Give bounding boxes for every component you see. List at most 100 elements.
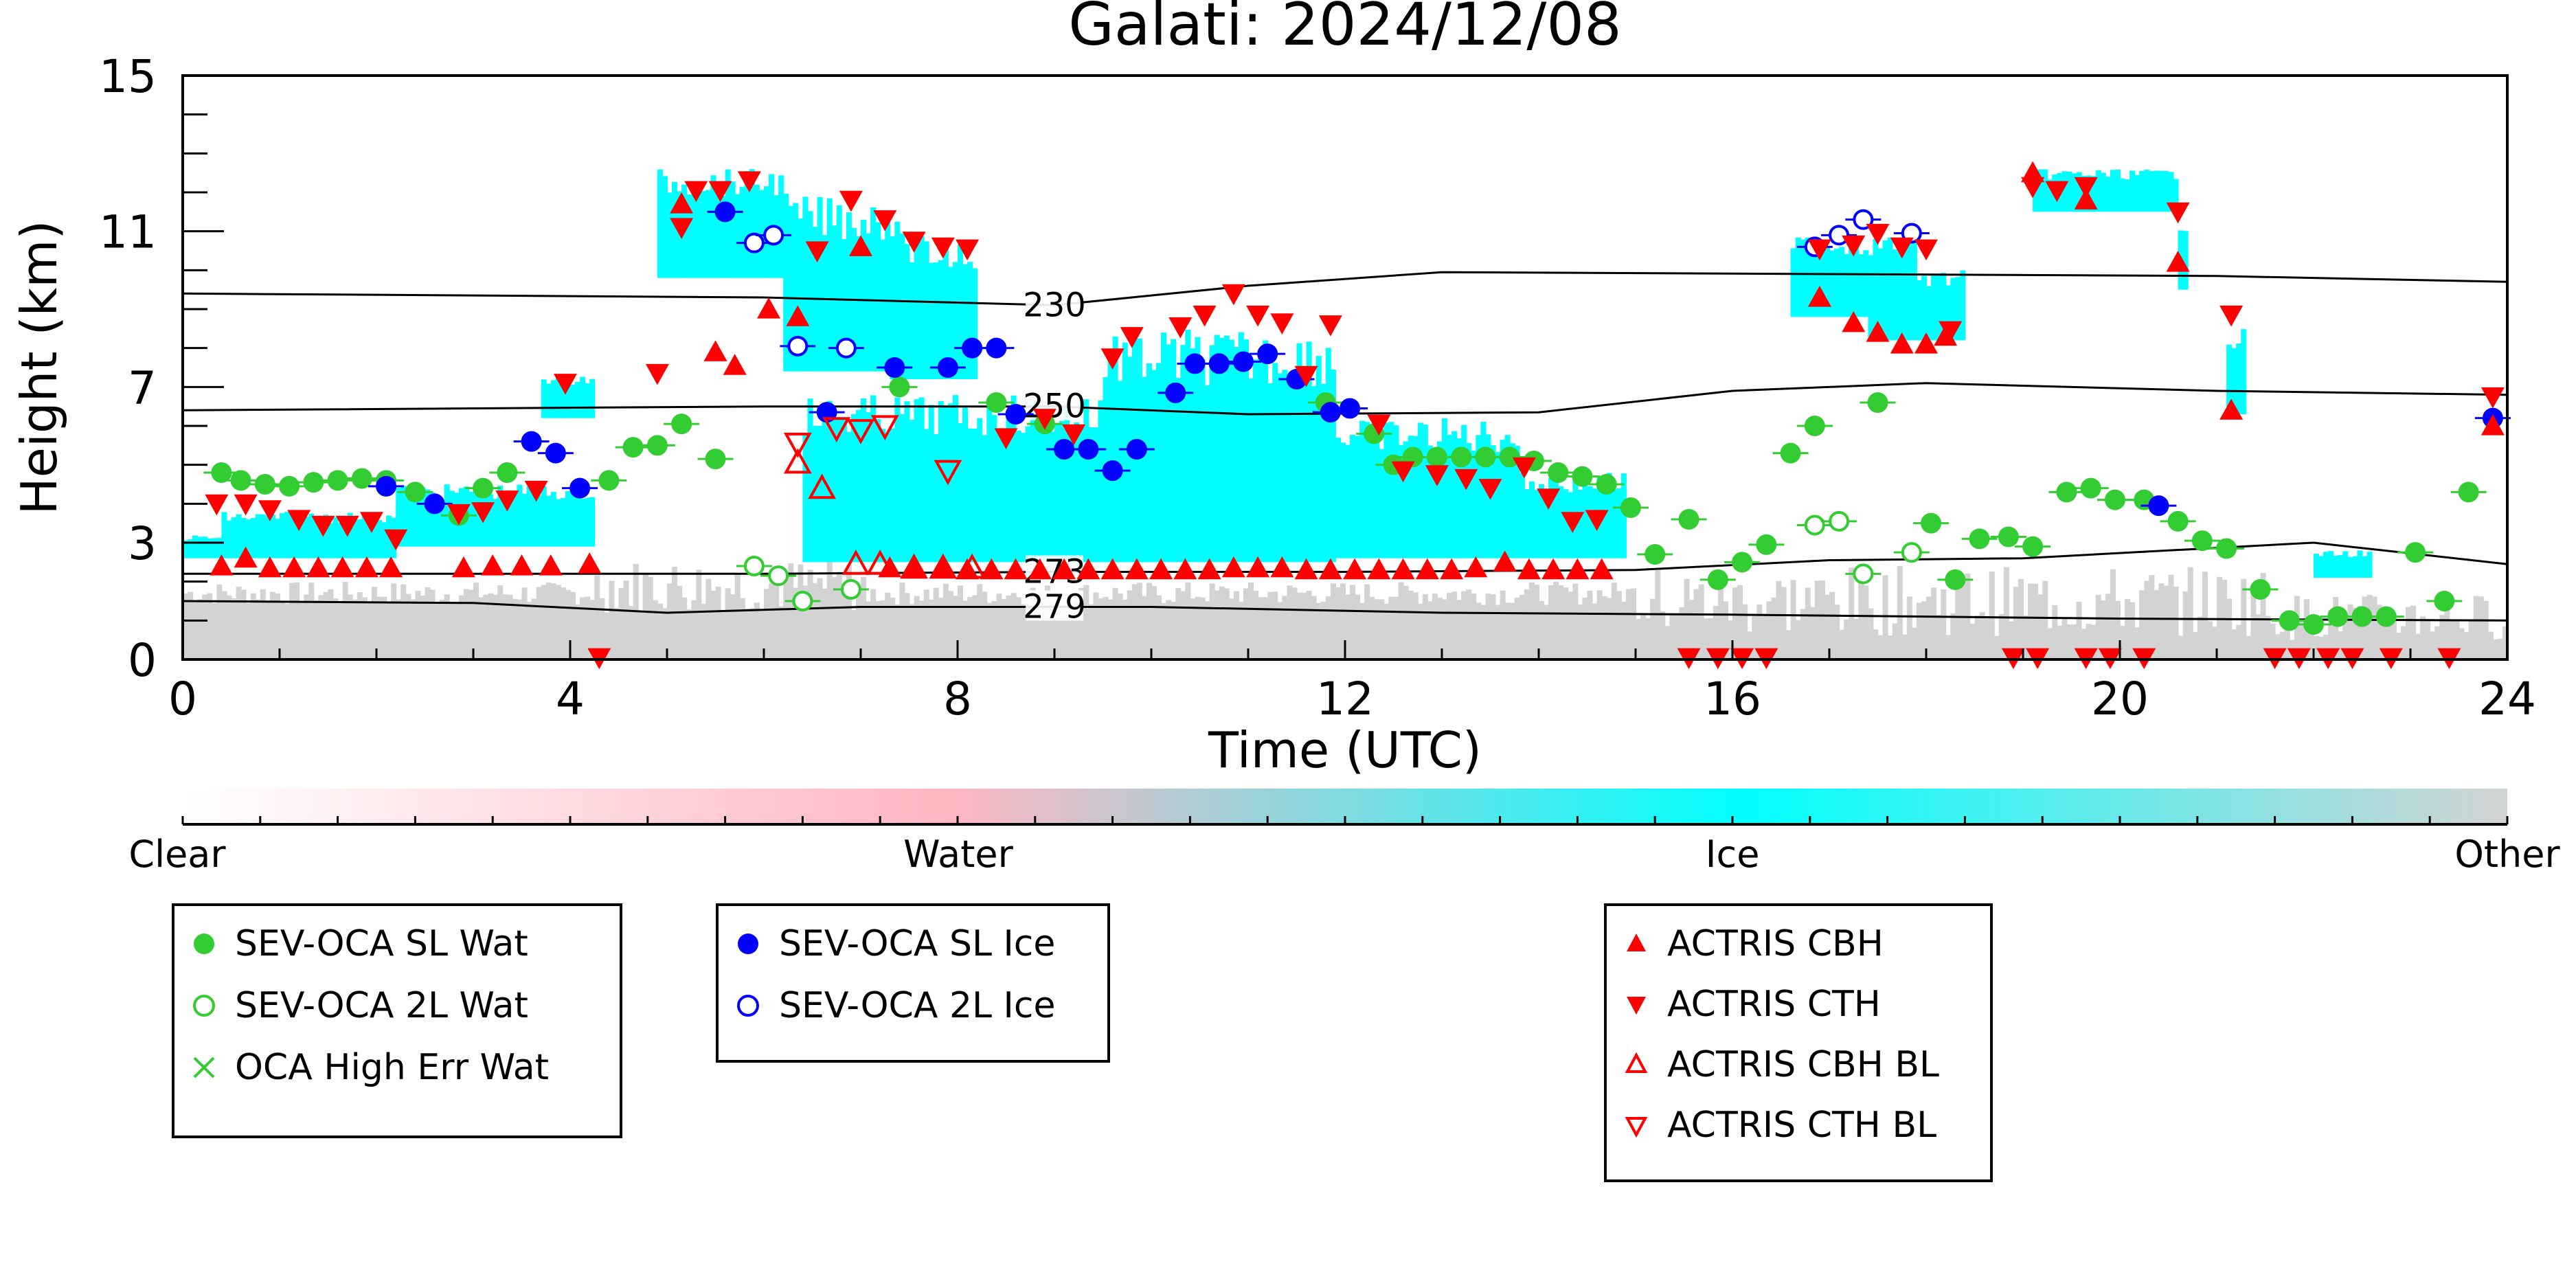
other-class-column (2042, 580, 2048, 659)
other-class-column (1592, 603, 1598, 659)
other-class-column (875, 600, 881, 659)
ice-class-column (904, 401, 910, 563)
other-class-column (2158, 583, 2165, 659)
ice-class-column (715, 183, 721, 278)
data-point (1054, 439, 1075, 460)
other-class-column (1906, 596, 1912, 659)
ice-class-column (2134, 174, 2140, 212)
ice-class-column (2047, 179, 2053, 212)
other-class-column (604, 612, 610, 659)
other-class-column (2100, 600, 2106, 659)
other-class-column (1606, 598, 1612, 659)
ice-class-column (1315, 356, 1322, 563)
data-point (1807, 286, 1831, 307)
ice-class-column (1844, 253, 1850, 317)
other-class-column (720, 612, 726, 659)
other-class-column (749, 608, 755, 659)
other-class-column (2125, 598, 2131, 659)
ice-class-column (352, 519, 358, 558)
other-class-column (662, 608, 668, 659)
other-class-column (318, 595, 324, 659)
data-point (1842, 235, 1866, 257)
ice-class-column (1887, 284, 1893, 341)
other-class-column (269, 591, 275, 659)
other-class-column (1442, 599, 1448, 659)
legend-label: ACTRIS CBH BL (1667, 1044, 1939, 1085)
other-class-column (1393, 596, 1399, 659)
data-point (1478, 479, 1502, 500)
ice-class-column (952, 262, 958, 379)
legend-label: SEV-OCA 2L Wat (235, 985, 528, 1026)
ice-class-column (2076, 172, 2082, 212)
ice-class-column (1074, 422, 1080, 563)
ice-class-column (2328, 551, 2334, 578)
ice-class-column (1122, 342, 1128, 563)
other-class-column (1335, 587, 1341, 659)
ice-class-column (725, 169, 731, 278)
other-class-column (1829, 591, 1835, 659)
other-class-column (1010, 593, 1017, 659)
other-class-column (1253, 590, 1259, 659)
other-class-column (1713, 605, 1719, 659)
other-class-column (2202, 572, 2208, 659)
other-class-column (2206, 621, 2213, 659)
ice-class-column (701, 191, 707, 278)
other-class-column (2028, 583, 2034, 659)
other-class-column (255, 599, 261, 659)
ice-class-column (1476, 435, 1482, 558)
ice-class-column (672, 181, 678, 278)
other-class-column (2459, 628, 2465, 659)
other-class-column (2037, 594, 2044, 659)
other-class-column (1645, 618, 1651, 659)
other-class-column (2357, 605, 2363, 659)
other-class-column (580, 597, 586, 659)
data-point (902, 231, 926, 253)
other-class-column (1296, 592, 1302, 659)
ice-class-column (923, 241, 929, 379)
data-point (786, 305, 810, 326)
other-class-column (1844, 619, 1850, 659)
other-class-column (1214, 590, 1220, 659)
ice-class-column (250, 517, 256, 558)
other-class-column (1069, 604, 1075, 659)
ice-class-column (521, 493, 528, 547)
ice-class-column (2139, 170, 2145, 212)
data-point (1645, 544, 1666, 565)
other-class-column (1185, 582, 1191, 659)
other-class-column (231, 598, 237, 659)
ice-class-column (1156, 363, 1162, 563)
other-class-column (885, 592, 891, 659)
other-class-column (1800, 609, 1806, 659)
other-class-column (332, 598, 339, 659)
other-class-column (710, 590, 716, 659)
ice-class-column (202, 536, 208, 558)
other-class-column (565, 589, 571, 659)
other-class-column (2294, 596, 2300, 659)
other-class-column (2279, 631, 2285, 659)
other-class-column (822, 589, 828, 659)
data-point (495, 490, 519, 512)
other-class-column (2473, 596, 2479, 659)
other-class-column (308, 583, 315, 659)
ice-class-column (1398, 444, 1404, 558)
other-class-column (1059, 600, 1065, 659)
other-class-column (1873, 629, 1879, 659)
ice-class-column (1325, 348, 1331, 563)
ice-class-column (1408, 436, 1414, 558)
data-point (670, 218, 694, 239)
ice-class-column (870, 207, 877, 372)
data-point (1052, 558, 1076, 580)
other-class-column (197, 599, 203, 659)
other-class-column (1528, 582, 1535, 659)
ice-class-column (1088, 427, 1094, 563)
other-class-column (1819, 580, 1825, 659)
other-class-column (299, 602, 305, 659)
ice-class-column (512, 493, 518, 547)
data-point (1173, 558, 1197, 580)
other-class-column (904, 593, 910, 659)
data-point (622, 437, 644, 458)
data-point (2166, 202, 2190, 224)
legend-item-2l-wat: SEV-OCA 2L Wat (188, 978, 528, 1033)
data-point (335, 515, 359, 537)
